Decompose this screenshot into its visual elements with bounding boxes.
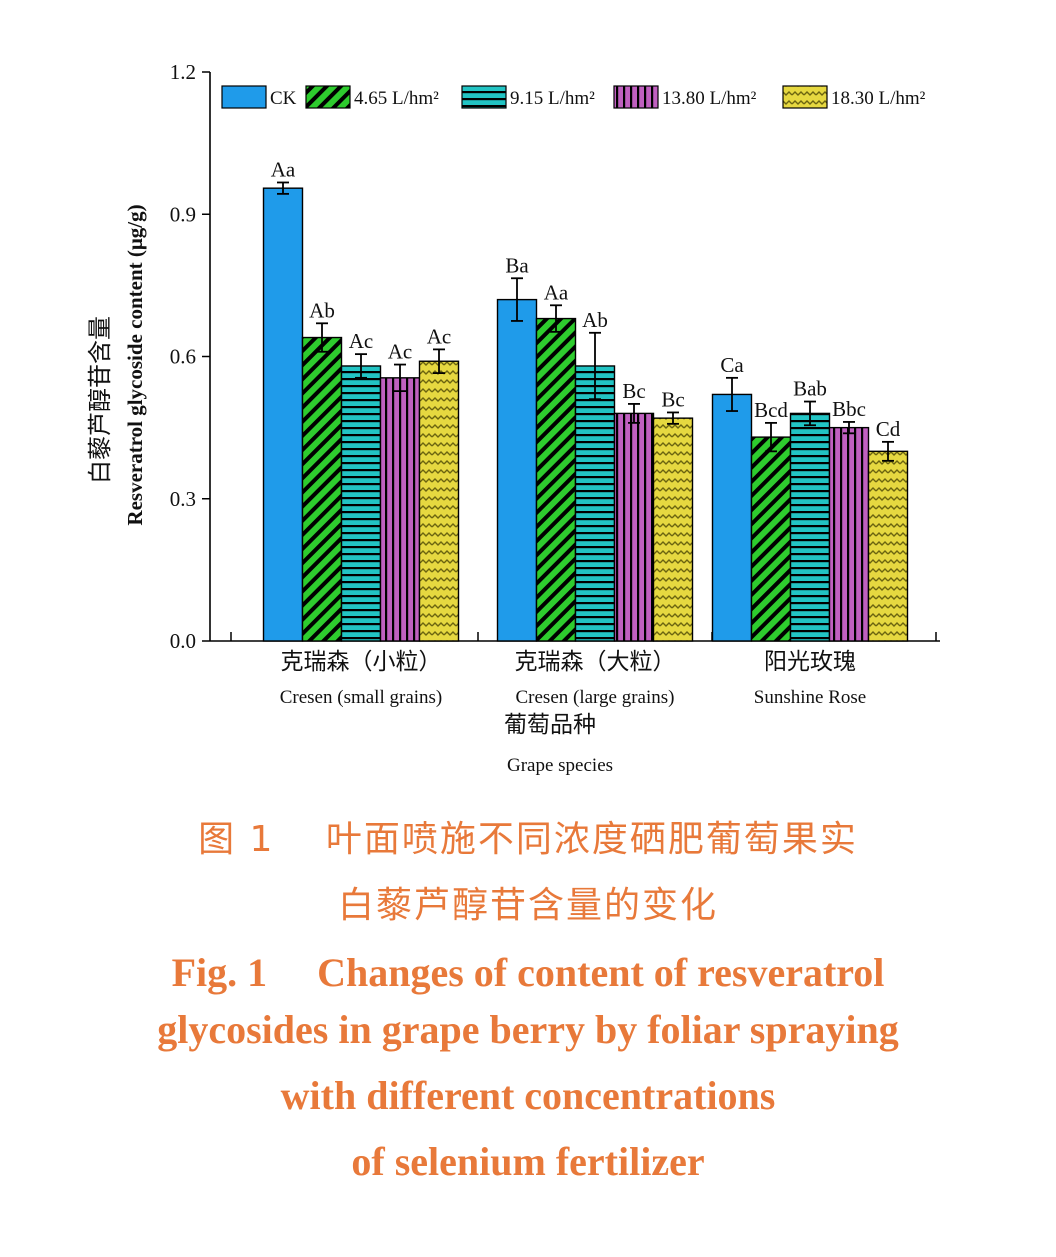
- bar: [301, 336, 343, 642]
- legend-swatch: [782, 85, 828, 109]
- bar: [828, 426, 870, 642]
- legend-label: 4.65 L/hm²: [354, 88, 439, 109]
- caption-cn-line1: 图 1 叶面喷施不同浓度硒肥葡萄果实: [198, 819, 858, 860]
- legend-label: 18.30 L/hm²: [831, 88, 926, 109]
- legend-label: CK: [270, 88, 297, 109]
- x-tick-label-en: Cresen (large grains): [516, 687, 675, 708]
- x-axis-label-en: Grape species: [507, 755, 613, 776]
- x-ticks: 克瑞森（小粒） Cresen (small grains) 克瑞森（大粒） Crese…: [230, 632, 937, 708]
- y-axis-label-en: Resveratrol glycoside content (μg/g): [123, 204, 147, 525]
- data-label: Bab: [793, 377, 827, 401]
- x-tick-label-cn: 阳光玫瑰: [764, 649, 856, 674]
- bar-chart: 0.0 0.3 0.6 0.9 1.2 克瑞森（小粒） Cresen (small gra…: [87, 60, 940, 776]
- bar: [496, 298, 538, 642]
- legend-swatch: [221, 85, 267, 109]
- bar: [750, 436, 792, 642]
- data-label: Ca: [720, 353, 744, 377]
- bar: [340, 365, 382, 642]
- legend-label: 9.15 L/hm²: [510, 88, 595, 109]
- x-axis-label-cn: 葡萄品种: [504, 712, 596, 737]
- legend-label: 13.80 L/hm²: [662, 88, 757, 109]
- bar: [711, 393, 753, 642]
- data-label: Bc: [622, 379, 645, 403]
- x-tick-label-cn: 克瑞森（小粒）: [281, 649, 442, 674]
- data-label: Ba: [505, 253, 529, 277]
- y-tick-label: 0.0: [170, 629, 196, 653]
- data-label: Ac: [388, 340, 413, 364]
- legend-swatch: [613, 85, 659, 109]
- caption-en-line1: Fig. 1 Changes of content of resveratrol: [171, 950, 885, 995]
- data-label: Bc: [661, 387, 684, 411]
- x-tick-label-cn: 克瑞森（大粒）: [515, 649, 676, 674]
- y-tick-label: 1.2: [170, 60, 196, 84]
- caption-en-line2: glycosides in grape berry by foliar spra…: [157, 1007, 899, 1052]
- bar: [867, 450, 909, 642]
- data-label: Ac: [349, 329, 374, 353]
- caption-en-line4: of selenium fertilizer: [351, 1139, 705, 1184]
- data-label: Aa: [544, 280, 569, 304]
- caption-en-line3: with different concentrations: [280, 1073, 776, 1118]
- y-tick-label: 0.3: [170, 487, 196, 511]
- legend-swatch: [305, 85, 351, 109]
- data-label: Aa: [271, 157, 296, 181]
- data-label: Ab: [309, 298, 335, 322]
- data-label: Ac: [427, 324, 452, 348]
- data-label: Bcd: [754, 398, 788, 422]
- x-tick-label-en: Cresen (small grains): [280, 687, 443, 708]
- bar: [379, 377, 421, 642]
- bar: [613, 412, 655, 642]
- x-tick-label-en: Sunshine Rose: [754, 687, 866, 708]
- y-tick-label: 0.6: [170, 345, 196, 369]
- y-tick-label: 0.9: [170, 202, 196, 226]
- data-label: Cd: [876, 417, 901, 441]
- y-ticks: 0.0 0.3 0.6 0.9 1.2: [170, 60, 210, 653]
- legend: CK 4.65 L/hm² 9.15 L/hm² 13.80 L/hm² 18.30 L…: [221, 85, 926, 109]
- bar: [652, 417, 694, 642]
- y-axis-label-cn: 白藜芦醇苷含量: [87, 316, 114, 484]
- data-label: Ab: [582, 308, 608, 332]
- bar: [262, 187, 304, 642]
- legend-swatch: [461, 85, 507, 109]
- caption-cn-line2: 白藜芦醇苷含量的变化: [337, 885, 718, 926]
- bar: [535, 317, 577, 642]
- bar: [574, 365, 616, 642]
- data-label: Bbc: [832, 397, 866, 421]
- bar: [789, 412, 831, 642]
- chart-area: 0.0 0.3 0.6 0.9 1.2 克瑞森（小粒） Cresen (small gra…: [87, 60, 940, 776]
- bar: [418, 360, 460, 642]
